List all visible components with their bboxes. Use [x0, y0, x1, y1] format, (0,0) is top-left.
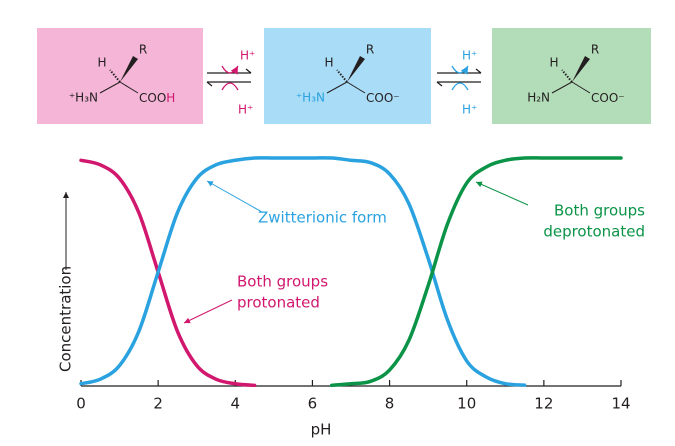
box-anion [492, 28, 651, 124]
x-tick-label: 6 [308, 395, 318, 413]
bond [571, 81, 591, 94]
carboxyl: COOH [139, 91, 175, 105]
group-r: R [591, 43, 599, 57]
amine: H₂N [527, 91, 550, 105]
curve [329, 156, 623, 388]
group-r: R [139, 43, 147, 57]
group-r: R [366, 43, 374, 57]
curve [79, 156, 527, 387]
annotation: Both groups [237, 273, 328, 291]
bond [551, 81, 573, 94]
curve [79, 158, 257, 388]
wedge-bond [347, 56, 365, 82]
pointer [206, 180, 263, 213]
x-tick-label: 12 [534, 395, 553, 413]
x-tick-label: 0 [76, 395, 86, 413]
x-tick-label: 10 [457, 395, 476, 413]
carboxyl-base: COO [139, 91, 166, 105]
y-axis-label: Concentration [57, 266, 75, 372]
x-tick-label: 2 [153, 395, 163, 413]
pointer [183, 299, 233, 324]
carboxyl-proton: H [166, 91, 175, 105]
x-tick-label: 14 [611, 395, 630, 413]
atom-h: H [97, 56, 106, 70]
amine: ⁺H₃N [296, 91, 325, 105]
x-tick-label: 8 [385, 395, 395, 413]
carboxyl-base: COO⁻ [366, 91, 400, 105]
annotation: protonated [237, 294, 320, 312]
bond [346, 81, 366, 94]
atom-h: H [549, 56, 558, 70]
proton-label: H⁺ [238, 103, 253, 117]
bond [99, 81, 121, 94]
equilibrium-arrows [206, 65, 482, 91]
box-zwitterion [264, 28, 431, 124]
carboxyl: COO⁻ [591, 91, 625, 105]
carboxyl: COO⁻ [366, 91, 400, 105]
carboxyl-base: COO⁻ [591, 91, 625, 105]
wedge-bond [120, 56, 138, 82]
pointer [475, 181, 529, 206]
proton-label: H⁺ [462, 49, 477, 63]
x-tick-label: 4 [231, 395, 241, 413]
bond [119, 81, 139, 94]
box-cation [37, 28, 203, 124]
bond [109, 69, 121, 83]
annotation: Zwitterionic form [258, 209, 387, 227]
amine: ⁺H₃N [69, 91, 98, 105]
proton-label: H⁺ [240, 49, 255, 63]
x-axis-label: pH [311, 421, 332, 439]
bond [326, 81, 348, 94]
annotation: deprotonated [543, 223, 645, 241]
proton-label: H⁺ [462, 103, 477, 117]
bond [561, 69, 573, 83]
atom-h: H [324, 56, 333, 70]
bond [336, 69, 348, 83]
wedge-bond [572, 56, 590, 82]
annotation: Both groups [554, 202, 645, 220]
